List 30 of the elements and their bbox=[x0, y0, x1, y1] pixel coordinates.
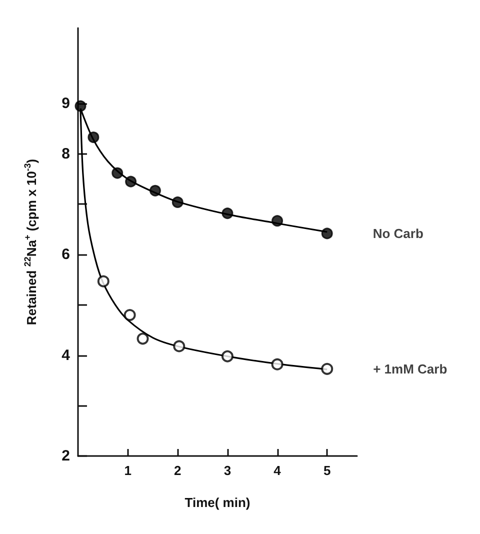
x-tick-label: 5 bbox=[323, 463, 331, 478]
x-axis-title: Time( min) bbox=[184, 495, 250, 510]
text: + 1mM Carb bbox=[373, 361, 448, 376]
point bbox=[321, 362, 334, 375]
x-tick-label: 2 bbox=[174, 463, 182, 478]
point bbox=[222, 208, 234, 220]
y-tick-label: 4 bbox=[62, 346, 71, 364]
point bbox=[124, 309, 136, 322]
point bbox=[172, 196, 184, 208]
point bbox=[136, 332, 149, 345]
x-tick-label: 3 bbox=[224, 463, 232, 478]
y-tick-label: 6 bbox=[62, 246, 70, 264]
point bbox=[97, 275, 110, 288]
y-tick-label: 8 bbox=[62, 145, 70, 162]
text: No Carb bbox=[372, 226, 424, 241]
y-axis-title: Retained 22Na+ (cpm x 10-3) bbox=[22, 158, 39, 326]
point bbox=[221, 350, 234, 362]
point bbox=[88, 132, 100, 144]
point bbox=[125, 176, 137, 188]
point bbox=[271, 358, 284, 370]
y-tick-label: 2 bbox=[62, 448, 70, 464]
point bbox=[173, 340, 186, 352]
x-tick-label: 4 bbox=[274, 463, 282, 478]
y-tick-label: 9 bbox=[62, 95, 70, 112]
x-tick-label: 1 bbox=[124, 463, 132, 478]
point bbox=[272, 215, 284, 227]
point bbox=[112, 167, 124, 179]
point bbox=[321, 228, 333, 240]
point bbox=[149, 184, 161, 196]
point bbox=[74, 100, 86, 112]
